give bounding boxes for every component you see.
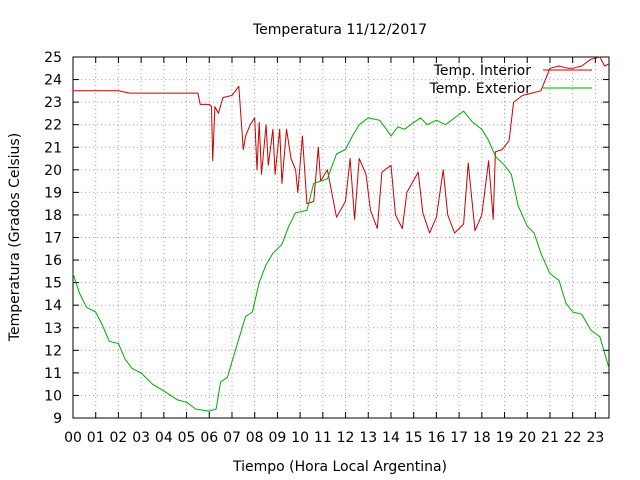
y-tick-label: 21 [44,140,62,156]
series-line-interior [73,56,610,234]
y-tick-label: 18 [44,208,62,224]
x-tick-label: 08 [246,430,264,446]
y-tick-label: 23 [44,95,62,111]
x-tick-label: 14 [382,430,400,446]
legend-label-exterior: Temp. Exterior [429,81,532,97]
y-tick-label: 11 [44,366,62,382]
x-tick-label: 17 [450,430,468,446]
x-tick-label: 12 [337,430,355,446]
x-tick-label: 21 [541,430,559,446]
axis-ticks: 00 01 02 03 04 05 06 07 08 09 10 11 12 13 14 15 16 17 18 19… [44,50,609,446]
grid-lines [73,57,609,418]
x-tick-label: 20 [518,430,536,446]
x-tick-label: 23 [586,430,604,446]
x-tick-label: 02 [110,430,128,446]
y-tick-label: 20 [44,163,62,179]
x-tick-label: 03 [132,430,150,446]
x-axis-label: Tiempo (Hora Local Argentina) [232,459,447,475]
y-tick-label: 9 [53,411,62,427]
x-tick-label: 18 [473,430,491,446]
x-tick-label: 00 [64,430,82,446]
x-tick-label: 06 [200,430,218,446]
x-tick-label: 05 [178,430,196,446]
x-tick-label: 04 [155,430,173,446]
x-tick-label: 19 [496,430,514,446]
x-tick-label: 10 [291,430,309,446]
x-tick-label: 13 [359,430,377,446]
y-tick-label: 15 [44,276,62,292]
x-tick-label: 07 [223,430,241,446]
y-tick-label: 24 [44,73,62,89]
y-tick-label: 16 [44,253,62,269]
y-tick-label: 12 [44,343,62,359]
y-tick-label: 25 [44,50,62,66]
chart-title: Temperatura 11/12/2017 [252,22,427,38]
y-tick-label: 17 [44,231,62,247]
series-line-exterior [72,110,610,412]
y-tick-label: 14 [44,298,62,314]
legend: Temp. Interior Temp. Exterior [429,63,592,97]
x-tick-label: 01 [87,430,105,446]
y-tick-label: 22 [44,118,62,134]
legend-label-interior: Temp. Interior [433,63,532,79]
x-tick-label: 11 [314,430,332,446]
series-lines [72,56,610,412]
x-tick-label: 22 [564,430,582,446]
y-tick-label: 10 [44,388,62,404]
y-tick-label: 19 [44,185,62,201]
y-axis-label: Temperatura (Grados Celsius) [7,133,23,342]
x-tick-label: 09 [268,430,286,446]
y-tick-label: 13 [44,321,62,337]
x-tick-label: 15 [405,430,423,446]
x-tick-label: 16 [427,430,445,446]
